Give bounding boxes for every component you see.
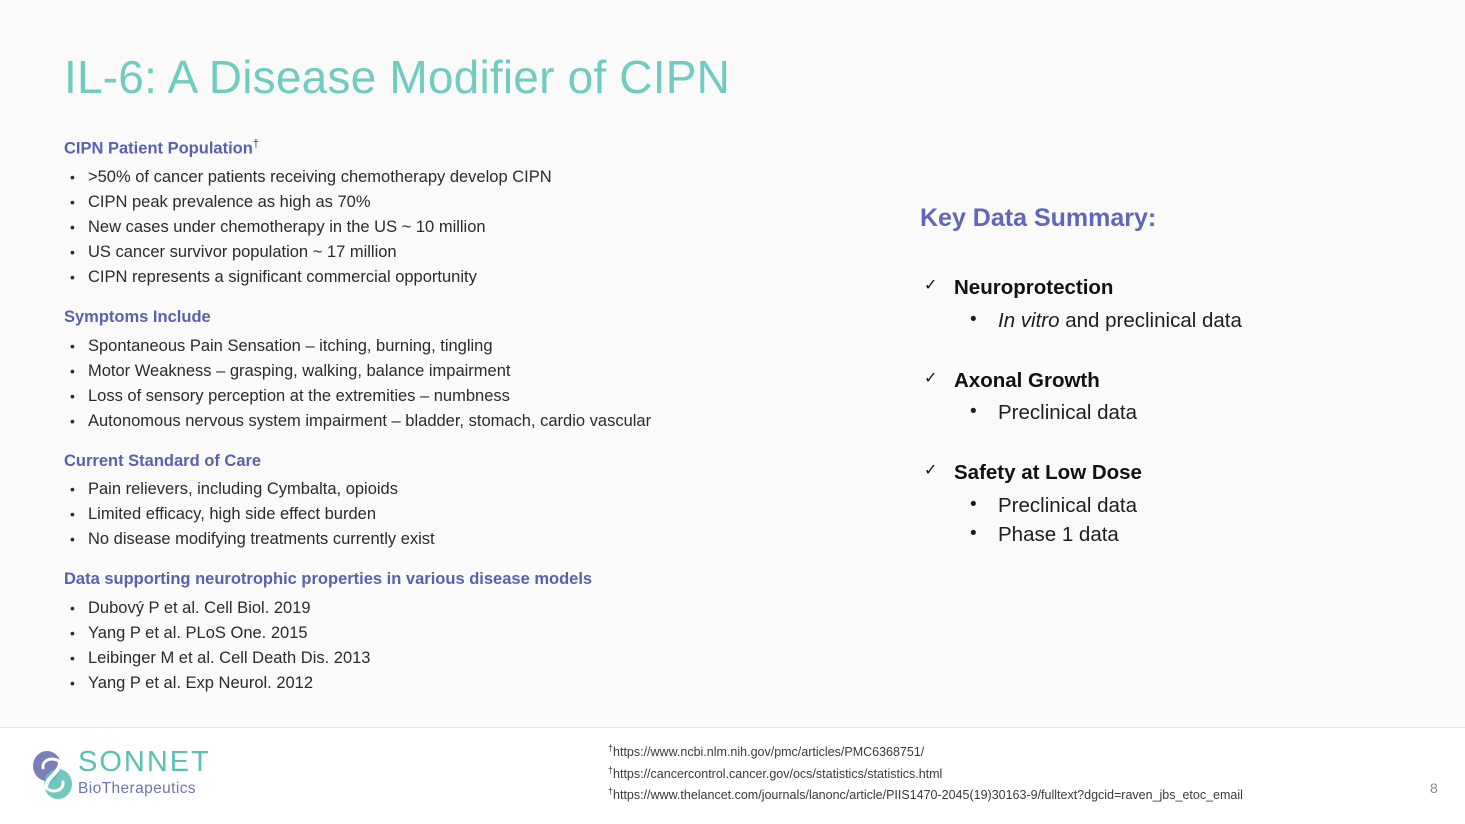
key-data-group-title: ✓ Safety at Low Dose — [920, 460, 1420, 486]
list-item: Dubový P et al. Cell Biol. 2019 — [64, 596, 844, 621]
key-data-group-label: Axonal Growth — [954, 368, 1100, 392]
key-data-sub-list: Preclinical data — [920, 397, 1420, 427]
key-data-group-label: Neuroprotection — [954, 276, 1114, 299]
italic-term: In vitro — [998, 308, 1060, 332]
section-heading: Symptoms Include — [64, 307, 844, 328]
section-heading-label: Symptoms Include — [64, 308, 211, 327]
list-item-label: Preclinical data — [998, 493, 1138, 517]
footnote-references: †https://www.ncbi.nlm.nih.gov/pmc/articl… — [608, 740, 1243, 805]
left-content-column: CIPN Patient Population† >50% of cancer … — [64, 138, 844, 696]
dagger-superscript: † — [252, 138, 259, 150]
section-heading-label: Current Standard of Care — [64, 451, 262, 470]
right-content-column: Key Data Summary: ✓ Neuroprotection In vi… — [920, 203, 1420, 549]
key-data-sub-list: Preclinical data Phase 1 data — [920, 490, 1420, 549]
list-item-label: Preclinical data — [998, 401, 1138, 425]
footnote-line: †https://cancercontrol.cancer.gov/ocs/st… — [608, 762, 1243, 784]
section-heading: CIPN Patient Population† — [64, 138, 844, 159]
company-logo: SONNET BioTherapeutics — [30, 748, 260, 810]
list-item: Spontaneous Pain Sensation – itching, bu… — [64, 334, 844, 359]
key-data-group-title: ✓ Neuroprotection — [920, 275, 1420, 301]
section-heading: Data supporting neurotrophic properties … — [64, 569, 844, 590]
check-icon: ✓ — [924, 462, 938, 480]
list-item: Pain relievers, including Cymbalta, opio… — [64, 477, 844, 502]
bullet-list: Pain relievers, including Cymbalta, opio… — [64, 477, 844, 552]
list-item: Motor Weakness – grasping, walking, bala… — [64, 359, 844, 384]
list-item: Preclinical data — [920, 490, 1420, 520]
list-item-label: Phase 1 data — [998, 522, 1119, 546]
section-heading-label: Data supporting neurotrophic properties … — [64, 570, 593, 589]
list-item: New cases under chemotherapy in the US ~… — [64, 215, 844, 240]
list-item: CIPN peak prevalence as high as 70% — [64, 190, 844, 215]
footnote-line: †https://www.thelancet.com/journals/lano… — [608, 783, 1243, 805]
dagger-marker: † — [608, 786, 614, 797]
dagger-marker: † — [608, 764, 614, 775]
section-symptoms-include: Symptoms Include Spontaneous Pain Sensat… — [64, 307, 844, 434]
key-data-group-title: ✓ Axonal Growth — [920, 368, 1420, 394]
check-icon: ✓ — [924, 369, 938, 387]
sonnet-s-mark-icon — [30, 750, 76, 802]
section-current-standard-of-care: Current Standard of Care Pain relievers,… — [64, 451, 844, 553]
bullet-list: >50% of cancer patients receiving chemot… — [64, 165, 844, 290]
logo-wordmark: SONNET — [78, 746, 211, 778]
bullet-list: Spontaneous Pain Sensation – itching, bu… — [64, 334, 844, 434]
footnote-url: https://cancercontrol.cancer.gov/ocs/sta… — [613, 766, 943, 781]
footnote-url: https://www.thelancet.com/journals/lanon… — [613, 788, 1243, 803]
page-title: IL-6: A Disease Modifier of CIPN — [64, 51, 731, 103]
logo-subtitle: BioTherapeutics — [78, 780, 197, 797]
slide-footer-band — [0, 727, 1465, 824]
list-item: Autonomous nervous system impairment – b… — [64, 409, 844, 434]
list-item: In vitro and preclinical data — [920, 305, 1420, 335]
key-data-group-safety-at-low-dose: ✓ Safety at Low Dose Preclinical data Pha… — [920, 460, 1420, 549]
page-number: 8 — [1430, 780, 1438, 796]
list-item-label: and preclinical data — [1059, 308, 1242, 332]
section-cipn-patient-population: CIPN Patient Population† >50% of cancer … — [64, 138, 844, 290]
check-icon: ✓ — [924, 277, 938, 294]
list-item: Loss of sensory perception at the extrem… — [64, 384, 844, 409]
footnote-line: †https://www.ncbi.nlm.nih.gov/pmc/articl… — [608, 740, 1243, 762]
section-heading-label: CIPN Patient Population — [64, 139, 253, 158]
section-data-supporting-neurotrophic-properties: Data supporting neurotrophic properties … — [64, 569, 844, 696]
bullet-list: Dubový P et al. Cell Biol. 2019 Yang P e… — [64, 596, 844, 696]
footnote-url: https://www.ncbi.nlm.nih.gov/pmc/article… — [613, 745, 925, 760]
key-data-group-axonal-growth: ✓ Axonal Growth Preclinical data — [920, 368, 1420, 428]
list-item: Limited efficacy, high side effect burde… — [64, 502, 844, 527]
list-item: Phase 1 data — [920, 519, 1420, 549]
list-item: CIPN represents a significant commercial… — [64, 265, 844, 290]
dagger-marker: † — [608, 743, 614, 753]
list-item: Yang P et al. Exp Neurol. 2012 — [64, 671, 844, 696]
key-data-group-label: Safety at Low Dose — [954, 461, 1142, 485]
section-heading: Current Standard of Care — [64, 451, 844, 472]
key-data-group-neuroprotection: ✓ Neuroprotection In vitro and preclinica… — [920, 275, 1420, 335]
list-item: Preclinical data — [920, 397, 1420, 427]
list-item: Yang P et al. PLoS One. 2015 — [64, 621, 844, 646]
list-item: >50% of cancer patients receiving chemot… — [64, 165, 844, 190]
logo-wordmark-block: SONNET BioTherapeutics — [78, 748, 258, 797]
list-item: Leibinger M et al. Cell Death Dis. 2013 — [64, 646, 844, 671]
list-item: US cancer survivor population ~ 17 milli… — [64, 240, 844, 265]
list-item: No disease modifying treatments currentl… — [64, 527, 844, 552]
key-data-sub-list: In vitro and preclinical data — [920, 305, 1420, 335]
key-data-summary-heading: Key Data Summary: — [920, 204, 1157, 232]
